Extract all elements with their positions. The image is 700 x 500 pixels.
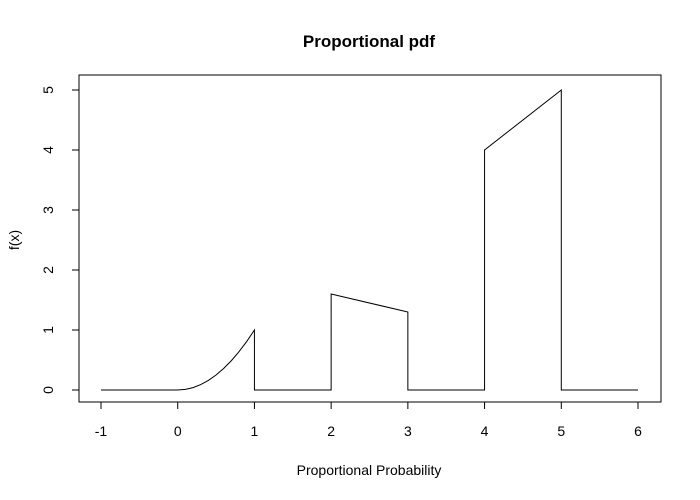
x-axis-label: Proportional Probability	[297, 462, 442, 478]
y-axis: 0 1 2 3 4 5	[40, 86, 80, 394]
x-tick-label: 6	[634, 423, 642, 439]
x-tick-label: 3	[404, 423, 412, 439]
y-tick-label: 0	[40, 386, 56, 394]
x-tick-label: 4	[481, 423, 489, 439]
x-tick-label: -1	[95, 423, 108, 439]
x-tick-label: 2	[327, 423, 335, 439]
plot-box	[78, 74, 662, 403]
y-axis-label: f(x)	[6, 230, 22, 250]
series-line	[101, 88, 638, 391]
y-tick-label: 2	[40, 266, 56, 274]
x-axis: -1 0 1 2 3 4 5 6	[95, 401, 642, 439]
x-tick-label: 5	[557, 423, 565, 439]
y-tick-label: 5	[40, 86, 56, 94]
x-tick-label: 0	[174, 423, 182, 439]
chart-title: Proportional pdf	[303, 32, 436, 51]
x-tick-label: 1	[251, 423, 259, 439]
y-tick-label: 1	[40, 326, 56, 334]
y-tick-label: 4	[40, 146, 56, 154]
y-tick-label: 3	[40, 206, 56, 214]
